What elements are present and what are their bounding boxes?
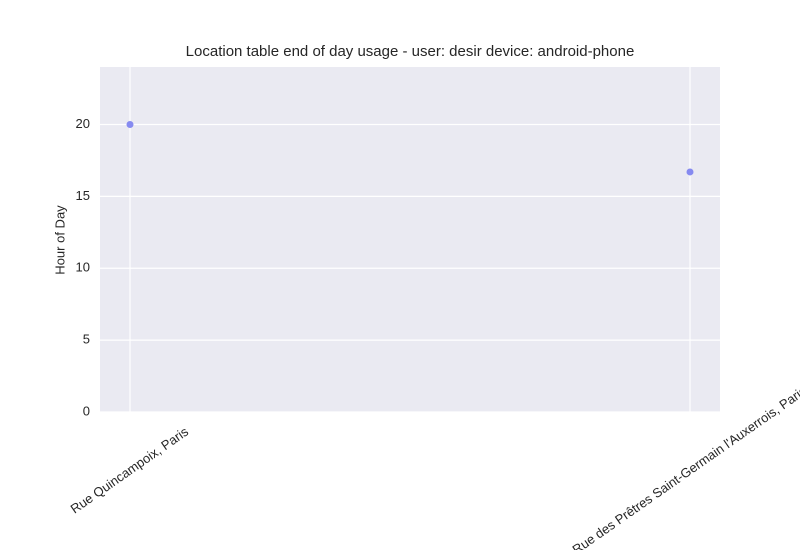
plot-area <box>100 67 720 412</box>
y-tick-label: 10 <box>76 260 90 275</box>
chart-title: Location table end of day usage - user: … <box>186 43 635 60</box>
y-tick-label: 15 <box>76 188 90 203</box>
y-axis-label: Hour of Day <box>52 205 67 275</box>
point <box>686 168 694 176</box>
point <box>126 121 134 128</box>
y-tick-label: 0 <box>83 403 90 418</box>
y-tick-label: 5 <box>83 332 90 347</box>
y-tick-label: 20 <box>76 116 90 131</box>
x-tick-label: Rue Quincampoix, Paris <box>68 424 192 517</box>
